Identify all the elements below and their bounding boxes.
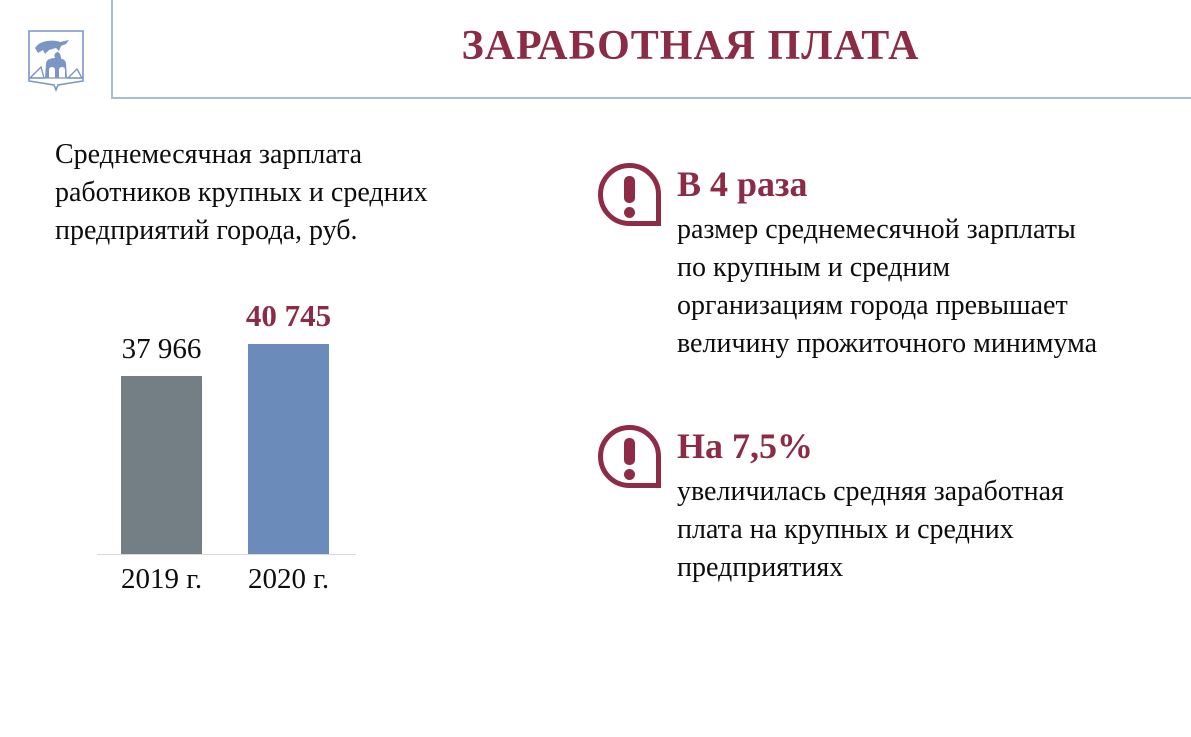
callout-body: увеличилась средняя заработная плата на …: [677, 476, 1064, 583]
exclamation-bubble-icon: [598, 425, 661, 488]
exclamation-bubble-icon: [598, 163, 661, 226]
city-emblem-logo: [28, 30, 84, 93]
exclamation-dot: [624, 469, 635, 480]
bar: [248, 344, 329, 554]
callout-growth: На 7,5% увеличилась средняя заработная п…: [598, 425, 1173, 587]
callout-ratio: В 4 раза размер среднемесячной зарплаты …: [598, 163, 1173, 363]
bar-chart: 37 966 40 745: [121, 296, 332, 554]
header-frame: [111, 0, 1191, 99]
exclamation-bar: [624, 438, 635, 465]
callout-body: размер среднемесячной зарплаты по крупны…: [677, 214, 1098, 359]
bar-column: 37 966: [121, 296, 202, 554]
x-axis-label: 2019 г.: [121, 563, 203, 595]
page-title: ЗАРАБОТНАЯ ПЛАТА: [461, 23, 920, 69]
x-axis-label: 2020 г.: [248, 563, 330, 595]
callout-heading: В 4 раза: [677, 164, 808, 204]
chart-axis-line: [97, 554, 356, 555]
callout-content: В 4 раза размер среднемесячной зарплаты …: [677, 163, 1097, 363]
chart-caption: Среднемесячная зарплата работников крупн…: [55, 139, 428, 246]
horse-icon: [35, 40, 69, 54]
bar-chart-xlabels: 2019 г. 2020 г.: [121, 563, 329, 596]
bar-column: 40 745: [245, 296, 332, 554]
callout-heading: На 7,5%: [677, 426, 814, 466]
bar-value-label: 37 966: [121, 333, 202, 365]
furnace-arches-icon: [49, 67, 65, 78]
exclamation-dot: [624, 207, 635, 218]
bar: [121, 376, 202, 554]
bar-value-label: 40 745: [245, 298, 332, 333]
callout-content: На 7,5% увеличилась средняя заработная п…: [677, 425, 1064, 587]
exclamation-bar: [624, 176, 635, 203]
